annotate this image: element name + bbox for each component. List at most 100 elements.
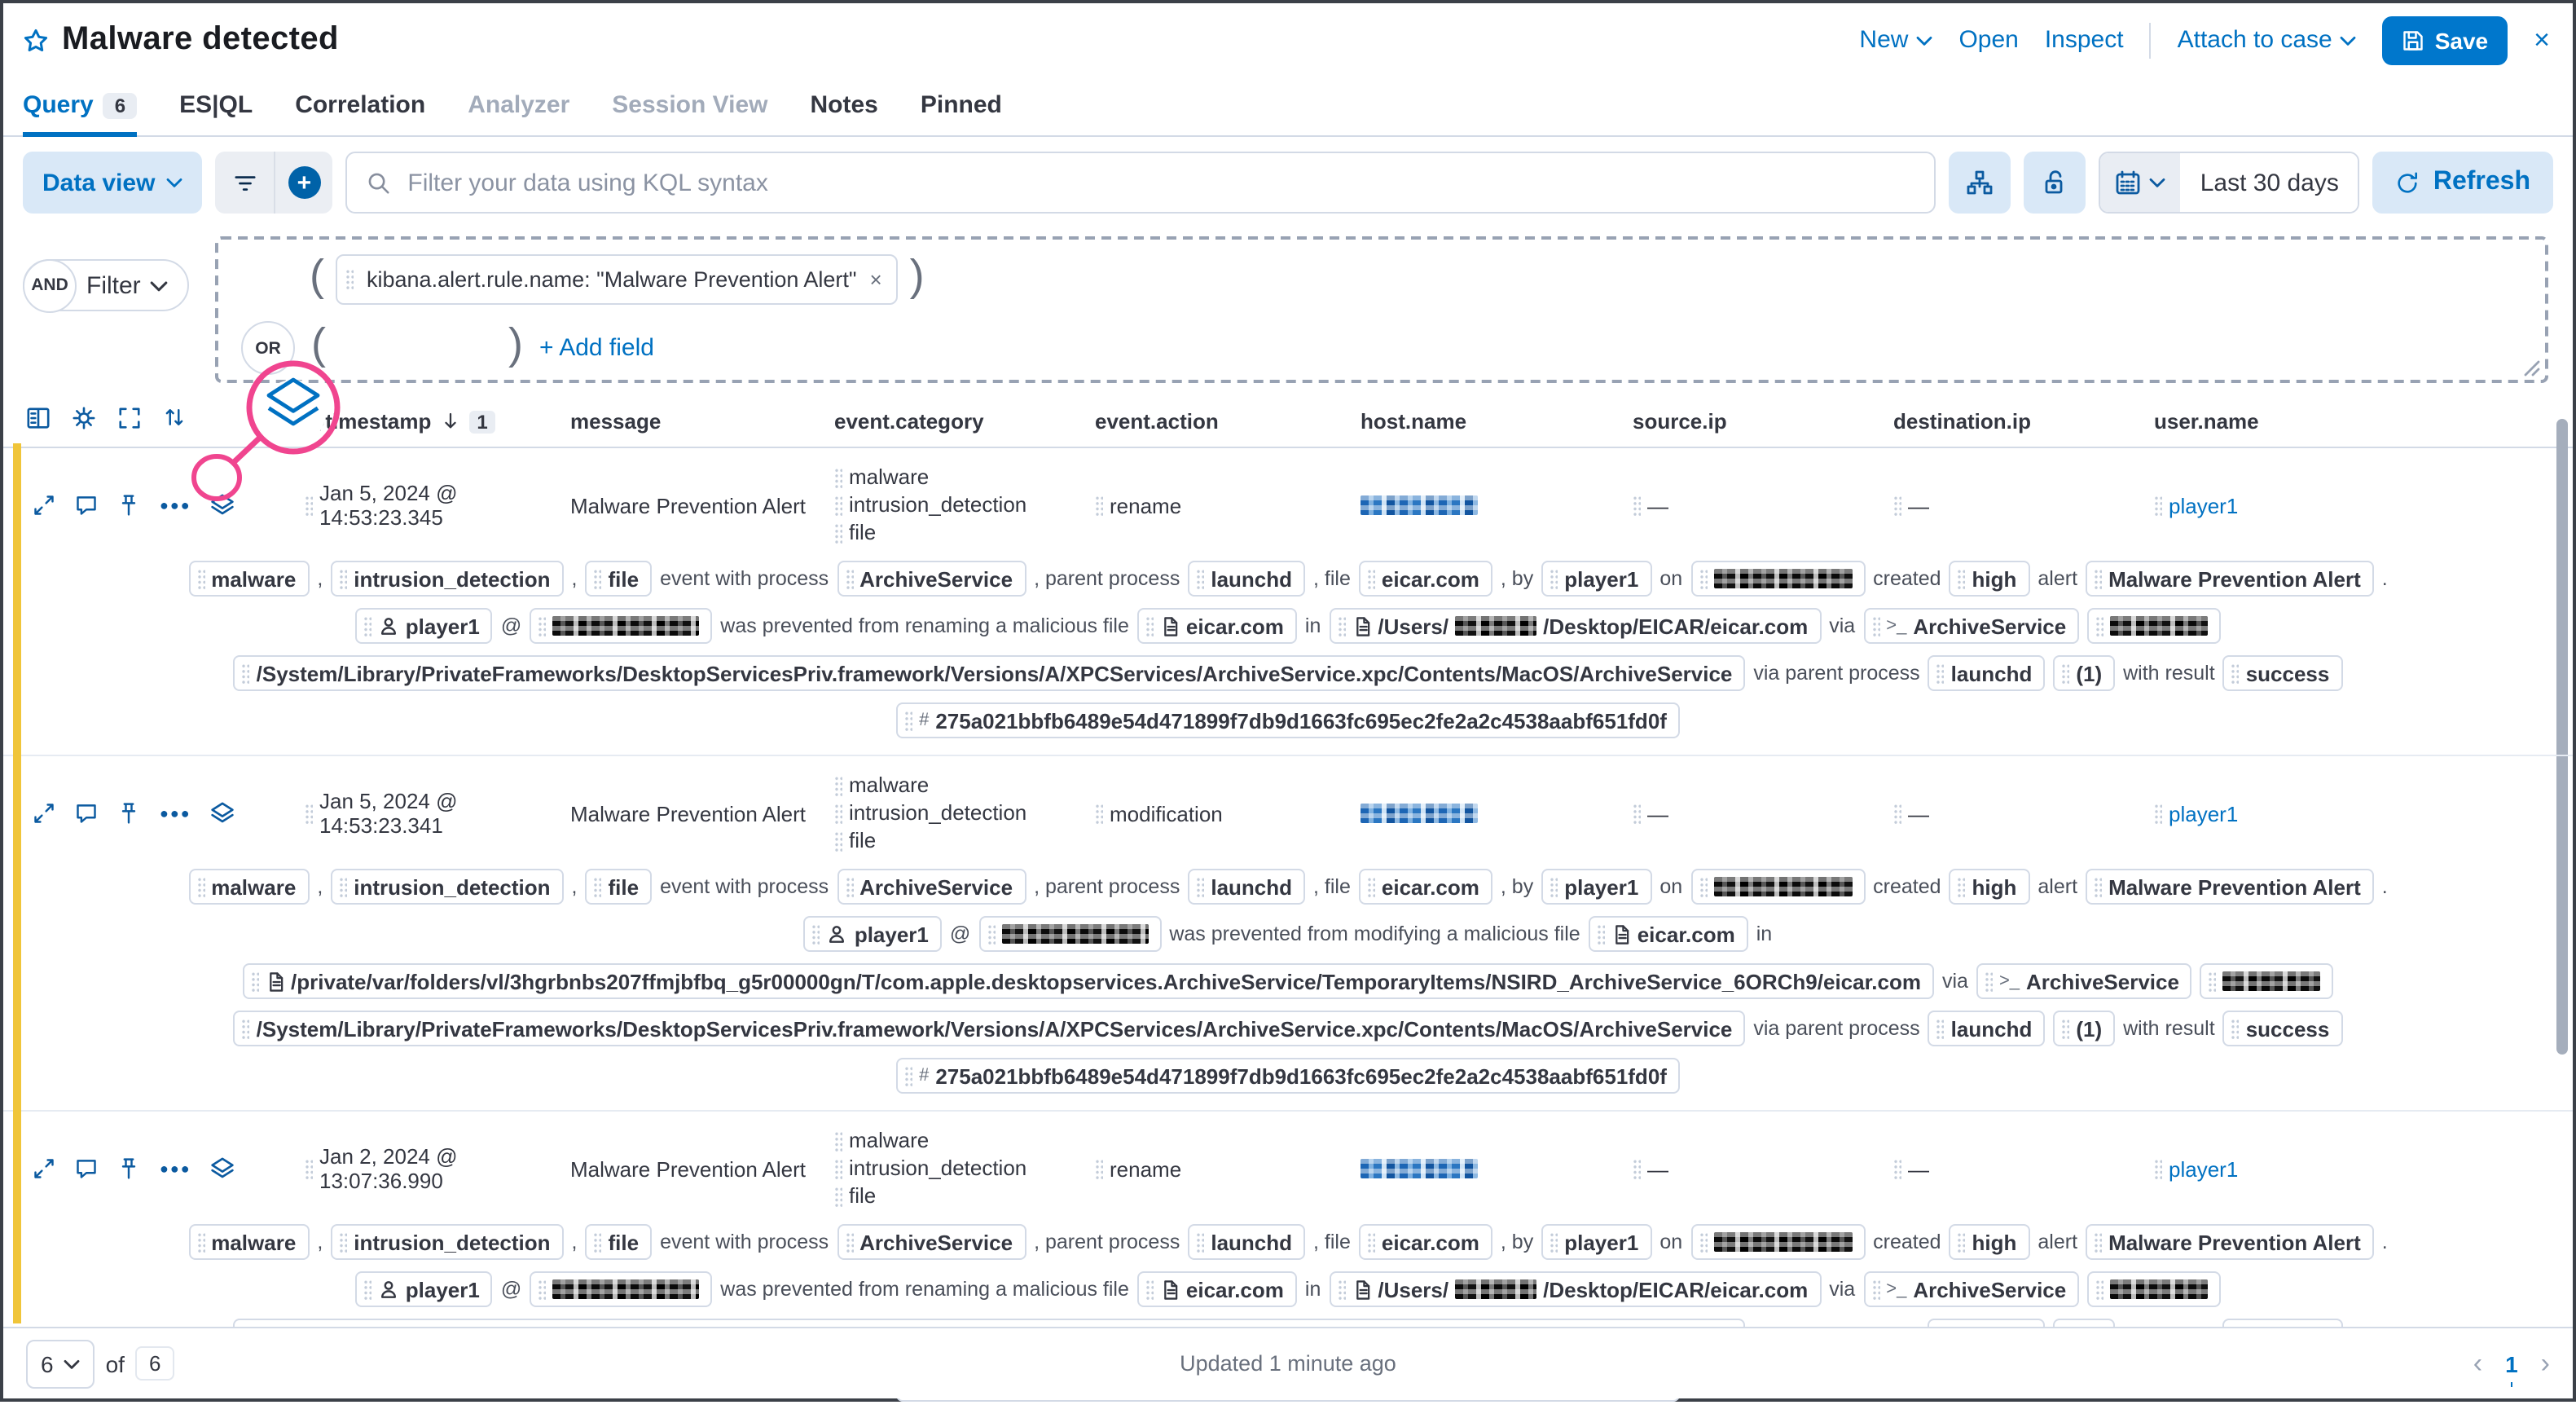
fullscreen-icon[interactable]	[117, 406, 142, 430]
analyze-event-icon[interactable]	[211, 801, 235, 826]
gear-icon[interactable]	[72, 406, 96, 430]
analyze-event-icon[interactable]	[211, 493, 235, 517]
attach-to-case-button[interactable]: Attach to case	[2178, 26, 2357, 54]
kql-search-bar[interactable]	[345, 152, 1936, 214]
remove-filter-icon[interactable]: ×	[869, 267, 882, 292]
open-paren: (	[311, 319, 326, 368]
event-detail-line: player1 @ was prevented from renaming a …	[3, 1271, 2573, 1307]
column-header-event-category[interactable]: event.category	[834, 409, 984, 434]
cell-event-category[interactable]: malware intrusion_detection file	[834, 465, 1095, 546]
filter-options-button[interactable]	[215, 152, 274, 214]
cell-source-ip[interactable]: —	[1633, 493, 1893, 517]
kql-input[interactable]	[404, 167, 1915, 198]
column-header-timestamp[interactable]: @timestamp 1	[305, 406, 570, 434]
page-number[interactable]: 1	[2505, 1350, 2518, 1386]
cell-event-action[interactable]: rename	[1095, 493, 1361, 517]
cell-message[interactable]: Malware Prevention Alert	[570, 1156, 807, 1181]
column-header-event-action[interactable]: event.action	[1095, 409, 1219, 434]
tab-query[interactable]: Query 6	[23, 91, 138, 137]
cell-user-name[interactable]: player1	[2154, 1156, 2573, 1181]
add-note-icon[interactable]	[75, 1157, 98, 1180]
favorite-star-icon[interactable]	[23, 27, 49, 53]
columns-icon[interactable]	[26, 406, 51, 430]
rows-per-page-select[interactable]: 6	[26, 1339, 95, 1388]
time-range-label[interactable]: Last 30 days	[2180, 153, 2358, 212]
filter-drop-zone[interactable]: ( kibana.alert.rule.name: "Malware Preve…	[215, 236, 2548, 383]
close-icon[interactable]: ×	[2534, 24, 2550, 55]
cell-timestamp[interactable]: Jan 5, 2024 @ 14:53:23.341	[305, 789, 570, 838]
column-header-user-name[interactable]: user.name	[2154, 409, 2259, 434]
expand-event-icon[interactable]	[33, 1157, 55, 1180]
more-actions-icon[interactable]: ●●●	[160, 497, 191, 513]
more-actions-icon[interactable]: ●●●	[160, 1160, 191, 1177]
refresh-button[interactable]: Refresh	[2372, 152, 2553, 214]
redacted-host-name	[552, 616, 700, 636]
save-button[interactable]: Save	[2382, 15, 2508, 64]
cell-source-ip[interactable]: —	[1633, 1156, 1893, 1181]
lock-dates-button[interactable]	[2024, 152, 2086, 214]
open-timeline-button[interactable]: Open	[1958, 26, 2019, 54]
cell-timestamp[interactable]: Jan 5, 2024 @ 14:53:23.345	[305, 481, 570, 530]
filter-pill[interactable]: kibana.alert.rule.name: "Malware Prevent…	[336, 254, 899, 305]
event-row: ●●● Jan 5, 2024 @ 14:53:23.345 Malware P…	[3, 448, 2573, 756]
pin-event-icon[interactable]	[117, 1157, 140, 1180]
tab-notes[interactable]: Notes	[810, 91, 878, 119]
cell-event-category[interactable]: malware intrusion_detection file	[834, 1128, 1095, 1209]
cell-event-action[interactable]: rename	[1095, 1156, 1361, 1181]
expand-event-icon[interactable]	[33, 494, 55, 517]
column-header-source-ip[interactable]: source.ip	[1633, 409, 1727, 434]
hash-icon: #	[919, 711, 930, 730]
new-timeline-button[interactable]: New	[1859, 26, 1932, 54]
sort-desc-icon	[444, 412, 456, 429]
column-header-host-name[interactable]: host.name	[1361, 409, 1467, 434]
tab-correlation[interactable]: Correlation	[295, 91, 426, 119]
cell-timestamp[interactable]: Jan 2, 2024 @ 13:07:36.990	[305, 1144, 570, 1193]
drag-handle[interactable]	[345, 269, 354, 290]
cell-user-name[interactable]: player1	[2154, 493, 2573, 517]
cell-destination-ip[interactable]: —	[1893, 801, 2154, 826]
cell-event-category[interactable]: malware intrusion_detection file	[834, 773, 1095, 854]
pin-event-icon[interactable]	[117, 494, 140, 517]
query-builder: AND Filter ( kibana.alert.rule.name: "Ma…	[3, 233, 2573, 390]
cell-message[interactable]: Malware Prevention Alert	[570, 493, 807, 517]
column-header-destination-ip[interactable]: destination.ip	[1893, 409, 2031, 434]
cell-destination-ip[interactable]: —	[1893, 1156, 2154, 1181]
header-divider	[2149, 22, 2152, 58]
add-filter-button[interactable]: +	[274, 152, 332, 214]
inspect-button[interactable]: Inspect	[2044, 26, 2124, 54]
analyze-event-icon[interactable]	[211, 1156, 235, 1181]
add-field-button[interactable]: + Add field	[539, 334, 654, 362]
chevron-down-icon	[1917, 36, 1932, 45]
calendar-icon	[2117, 170, 2141, 195]
scrollbar-thumb[interactable]	[2556, 419, 2568, 1055]
cell-event-action[interactable]: modification	[1095, 801, 1361, 826]
event-rendering-button[interactable]	[1949, 152, 2011, 214]
tab-pinned[interactable]: Pinned	[920, 91, 1002, 119]
prev-page-icon[interactable]: ‹	[2473, 1347, 2483, 1378]
cell-host-name[interactable]	[1361, 1159, 1633, 1178]
tab-esql[interactable]: ES|QL	[179, 91, 253, 119]
resize-handle-icon[interactable]	[2522, 359, 2540, 377]
tab-session-view: Session View	[612, 91, 768, 119]
cell-host-name[interactable]	[1361, 804, 1633, 823]
cell-message[interactable]: Malware Prevention Alert	[570, 801, 807, 826]
pin-event-icon[interactable]	[117, 802, 140, 825]
open-paren: (	[310, 251, 324, 300]
next-page-icon[interactable]: ›	[2540, 1347, 2550, 1378]
expand-event-icon[interactable]	[33, 802, 55, 825]
cell-destination-ip[interactable]: —	[1893, 493, 2154, 517]
date-picker[interactable]: Last 30 days	[2099, 152, 2360, 214]
more-actions-icon[interactable]: ●●●	[160, 805, 191, 821]
data-view-button[interactable]: Data view	[23, 152, 203, 214]
cell-source-ip[interactable]: —	[1633, 801, 1893, 826]
date-picker-calendar[interactable]	[2100, 153, 2181, 212]
and-filter-button[interactable]: AND Filter	[23, 258, 190, 312]
sort-fields-icon[interactable]	[163, 406, 186, 429]
column-header-message[interactable]: message	[570, 409, 662, 434]
events-table: @timestamp 1 message event.category even…	[3, 360, 2573, 1418]
cell-host-name[interactable]	[1361, 495, 1633, 515]
add-note-icon[interactable]	[75, 494, 98, 517]
add-note-icon[interactable]	[75, 802, 98, 825]
cell-user-name[interactable]: player1	[2154, 801, 2573, 826]
redacted-host-name	[1361, 804, 1478, 823]
